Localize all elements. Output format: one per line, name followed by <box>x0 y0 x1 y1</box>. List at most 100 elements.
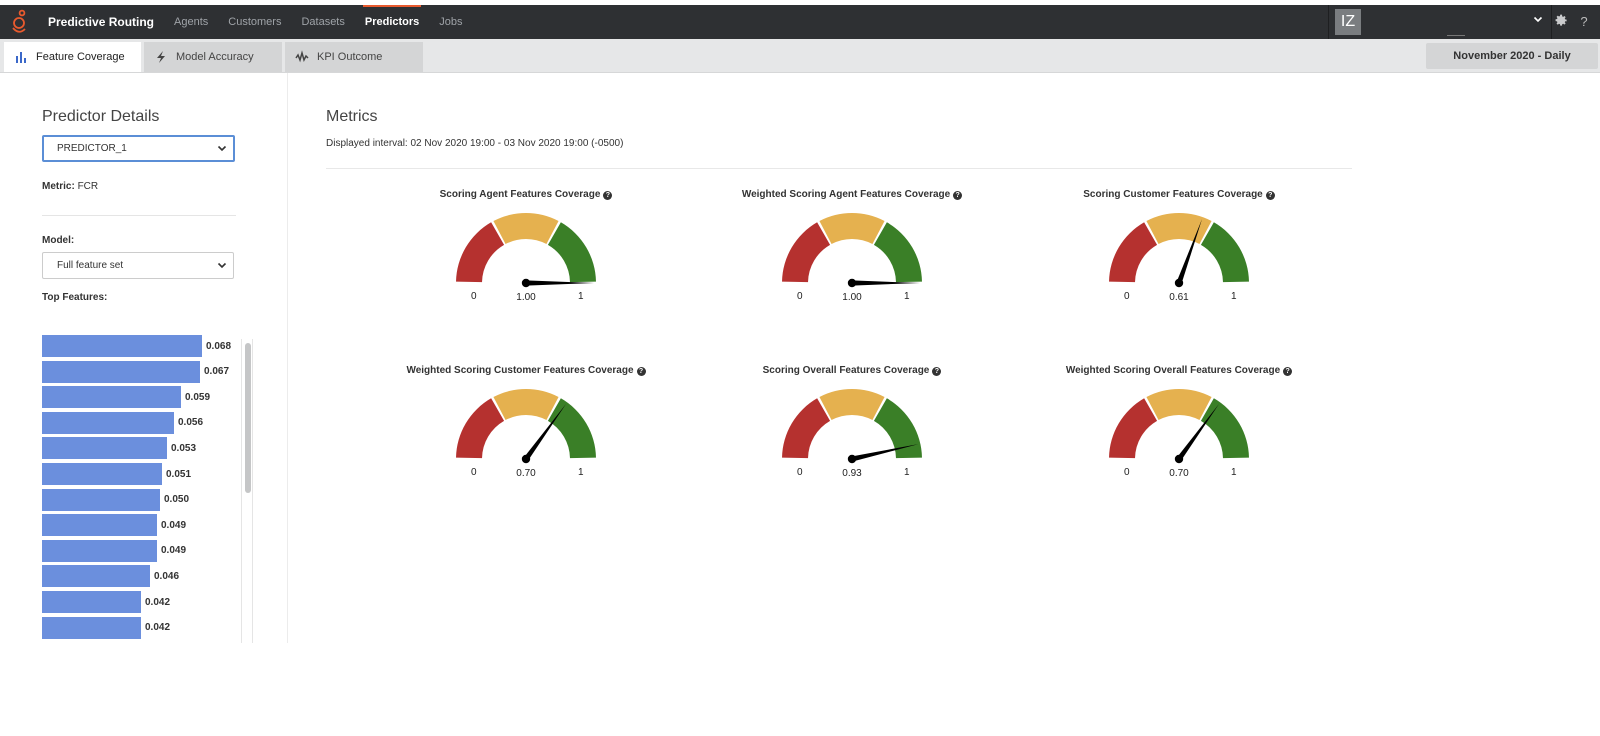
avatar[interactable]: IZ <box>1335 9 1361 35</box>
gauge-max-label: 1 <box>578 291 584 302</box>
model-select[interactable]: Full feature set <box>42 252 234 279</box>
gauge-needle-hub <box>1174 278 1184 288</box>
chevron-down-icon <box>217 253 227 288</box>
feature-bar[interactable] <box>42 386 181 409</box>
gauge-title: Weighted Scoring Customer Features Cover… <box>376 365 676 376</box>
user-name-placeholder <box>1447 35 1465 36</box>
coverage-gauge: Scoring Customer Features Coverage? 0 1 0.6… <box>1029 189 1329 329</box>
help-icon[interactable]: ? <box>1580 14 1588 29</box>
gauge-needle <box>523 403 566 461</box>
nav-item-jobs[interactable]: Jobs <box>439 16 463 28</box>
gauge-band-high <box>1200 222 1249 283</box>
feature-bar[interactable] <box>42 514 157 537</box>
gauge-band-low <box>1109 222 1158 283</box>
coverage-gauge: Scoring Agent Features Coverage? 0 1 1.00 <box>376 189 676 329</box>
app-title[interactable]: Predictive Routing <box>48 15 155 29</box>
feature-bar-row: 0.068 <box>42 335 231 357</box>
gauge-band-low <box>782 222 831 283</box>
gauge-dial <box>456 389 596 464</box>
gauge-value-label: 1.00 <box>842 292 862 303</box>
feature-bar-value: 0.068 <box>206 340 232 352</box>
feature-bar[interactable] <box>42 616 141 639</box>
nav-item-predictors[interactable]: Predictors <box>362 5 422 39</box>
feature-bar[interactable] <box>42 360 200 383</box>
tab-label: KPI Outcome <box>317 51 383 63</box>
coverage-gauge: Weighted Scoring Overall Features Covera… <box>1029 365 1329 505</box>
gauge-title-text: Scoring Agent Features Coverage <box>439 189 601 200</box>
tab-feature-coverage[interactable]: Feature Coverage <box>4 42 141 72</box>
top-features-scrollbar[interactable] <box>241 339 253 643</box>
help-icon[interactable]: ? <box>636 367 646 376</box>
help-icon[interactable]: ? <box>603 191 613 200</box>
lightning-icon <box>154 50 168 64</box>
feature-bar-value: 0.049 <box>161 519 187 531</box>
view-tabs-bar: Feature Coverage Model Accuracy KPI Outc… <box>0 39 1600 73</box>
feature-bar[interactable] <box>42 335 202 357</box>
gauge-band-mid <box>493 389 559 421</box>
feature-bar-value: 0.050 <box>164 494 190 506</box>
feature-bar-value: 0.042 <box>145 596 171 608</box>
gear-icon[interactable] <box>1549 5 1573 39</box>
gauge-band-mid <box>1146 389 1212 421</box>
gauge-needle <box>851 444 919 462</box>
gauge-max-label: 1 <box>904 467 910 478</box>
feature-bar-value: 0.046 <box>154 570 180 582</box>
scrollbar-thumb[interactable] <box>245 343 251 493</box>
help-icon[interactable]: ? <box>953 191 963 200</box>
nav-item-agents[interactable]: Agents <box>174 16 209 28</box>
help-icon[interactable]: ? <box>1283 367 1293 376</box>
gauge-dial <box>1109 389 1249 464</box>
date-range-button[interactable]: November 2020 - Daily <box>1426 43 1598 69</box>
gauge-band-low <box>456 222 505 283</box>
feature-bar-row: 0.049 <box>42 514 187 537</box>
feature-bar[interactable] <box>42 488 160 511</box>
top-features-chart: 0.068 0.067 0.059 0.056 0.053 0.051 0.050 0.049… <box>42 335 242 643</box>
displayed-interval: Displayed interval: 02 Nov 2020 19:00 - … <box>326 138 624 149</box>
gauge-needle-hub <box>521 454 531 464</box>
gauge-band-high <box>873 222 922 283</box>
user-menu[interactable]: IZ <box>1328 5 1552 39</box>
feature-bar[interactable] <box>42 411 174 434</box>
gauge-band-low <box>1109 398 1158 459</box>
gauge-band-low <box>456 398 505 459</box>
tab-model-accuracy[interactable]: Model Accuracy <box>144 42 282 72</box>
waveform-icon <box>295 50 309 64</box>
gauge-value-label: 0.93 <box>842 468 862 479</box>
predictor-details-panel: Predictor Details PREDICTOR_1 Metric: FC… <box>0 73 288 643</box>
gauge-needle-hub <box>1174 454 1184 464</box>
chevron-down-icon[interactable] <box>1533 14 1543 27</box>
predictor-select-value: PREDICTOR_1 <box>57 143 127 154</box>
feature-bar-row: 0.053 <box>42 437 196 460</box>
coverage-gauge: Weighted Scoring Agent Features Coverage… <box>702 189 1002 329</box>
gauge-band-high <box>873 398 922 459</box>
coverage-gauge: Weighted Scoring Customer Features Cover… <box>376 365 676 505</box>
nav-item-datasets[interactable]: Datasets <box>301 16 345 28</box>
tab-kpi-outcome[interactable]: KPI Outcome <box>285 42 423 72</box>
feature-bar[interactable] <box>42 539 157 562</box>
feature-bar-value: 0.059 <box>185 391 211 403</box>
help-icon[interactable]: ? <box>1265 191 1275 200</box>
feature-bar-row: 0.046 <box>42 565 180 588</box>
feature-bar[interactable] <box>42 591 141 613</box>
help-icon[interactable]: ? <box>932 367 942 376</box>
gauge-max-label: 1 <box>1231 291 1237 302</box>
feature-bar-row: 0.051 <box>42 463 191 485</box>
gauge-title-text: Scoring Overall Features Coverage <box>762 365 930 376</box>
gauge-max-label: 1 <box>904 291 910 302</box>
gauge-band-mid <box>819 213 885 245</box>
gauge-min-label: 0 <box>1124 467 1130 478</box>
tab-label: Model Accuracy <box>176 51 254 63</box>
nav-item-customers[interactable]: Customers <box>228 16 282 28</box>
gauge-dial <box>782 213 922 288</box>
gauge-min-label: 0 <box>1124 291 1130 302</box>
feature-bar[interactable] <box>42 463 162 485</box>
metrics-heading: Metrics <box>326 108 378 125</box>
genesys-logo-icon[interactable] <box>0 5 38 39</box>
feature-bar[interactable] <box>42 437 167 460</box>
gauge-title: Scoring Customer Features Coverage? <box>1029 189 1329 200</box>
predictor-select[interactable]: PREDICTOR_1 <box>42 135 235 162</box>
top-features-label: Top Features: <box>42 292 108 303</box>
feature-bar[interactable] <box>42 565 150 588</box>
model-label: Model: <box>42 235 75 246</box>
gauge-band-high <box>547 222 596 283</box>
